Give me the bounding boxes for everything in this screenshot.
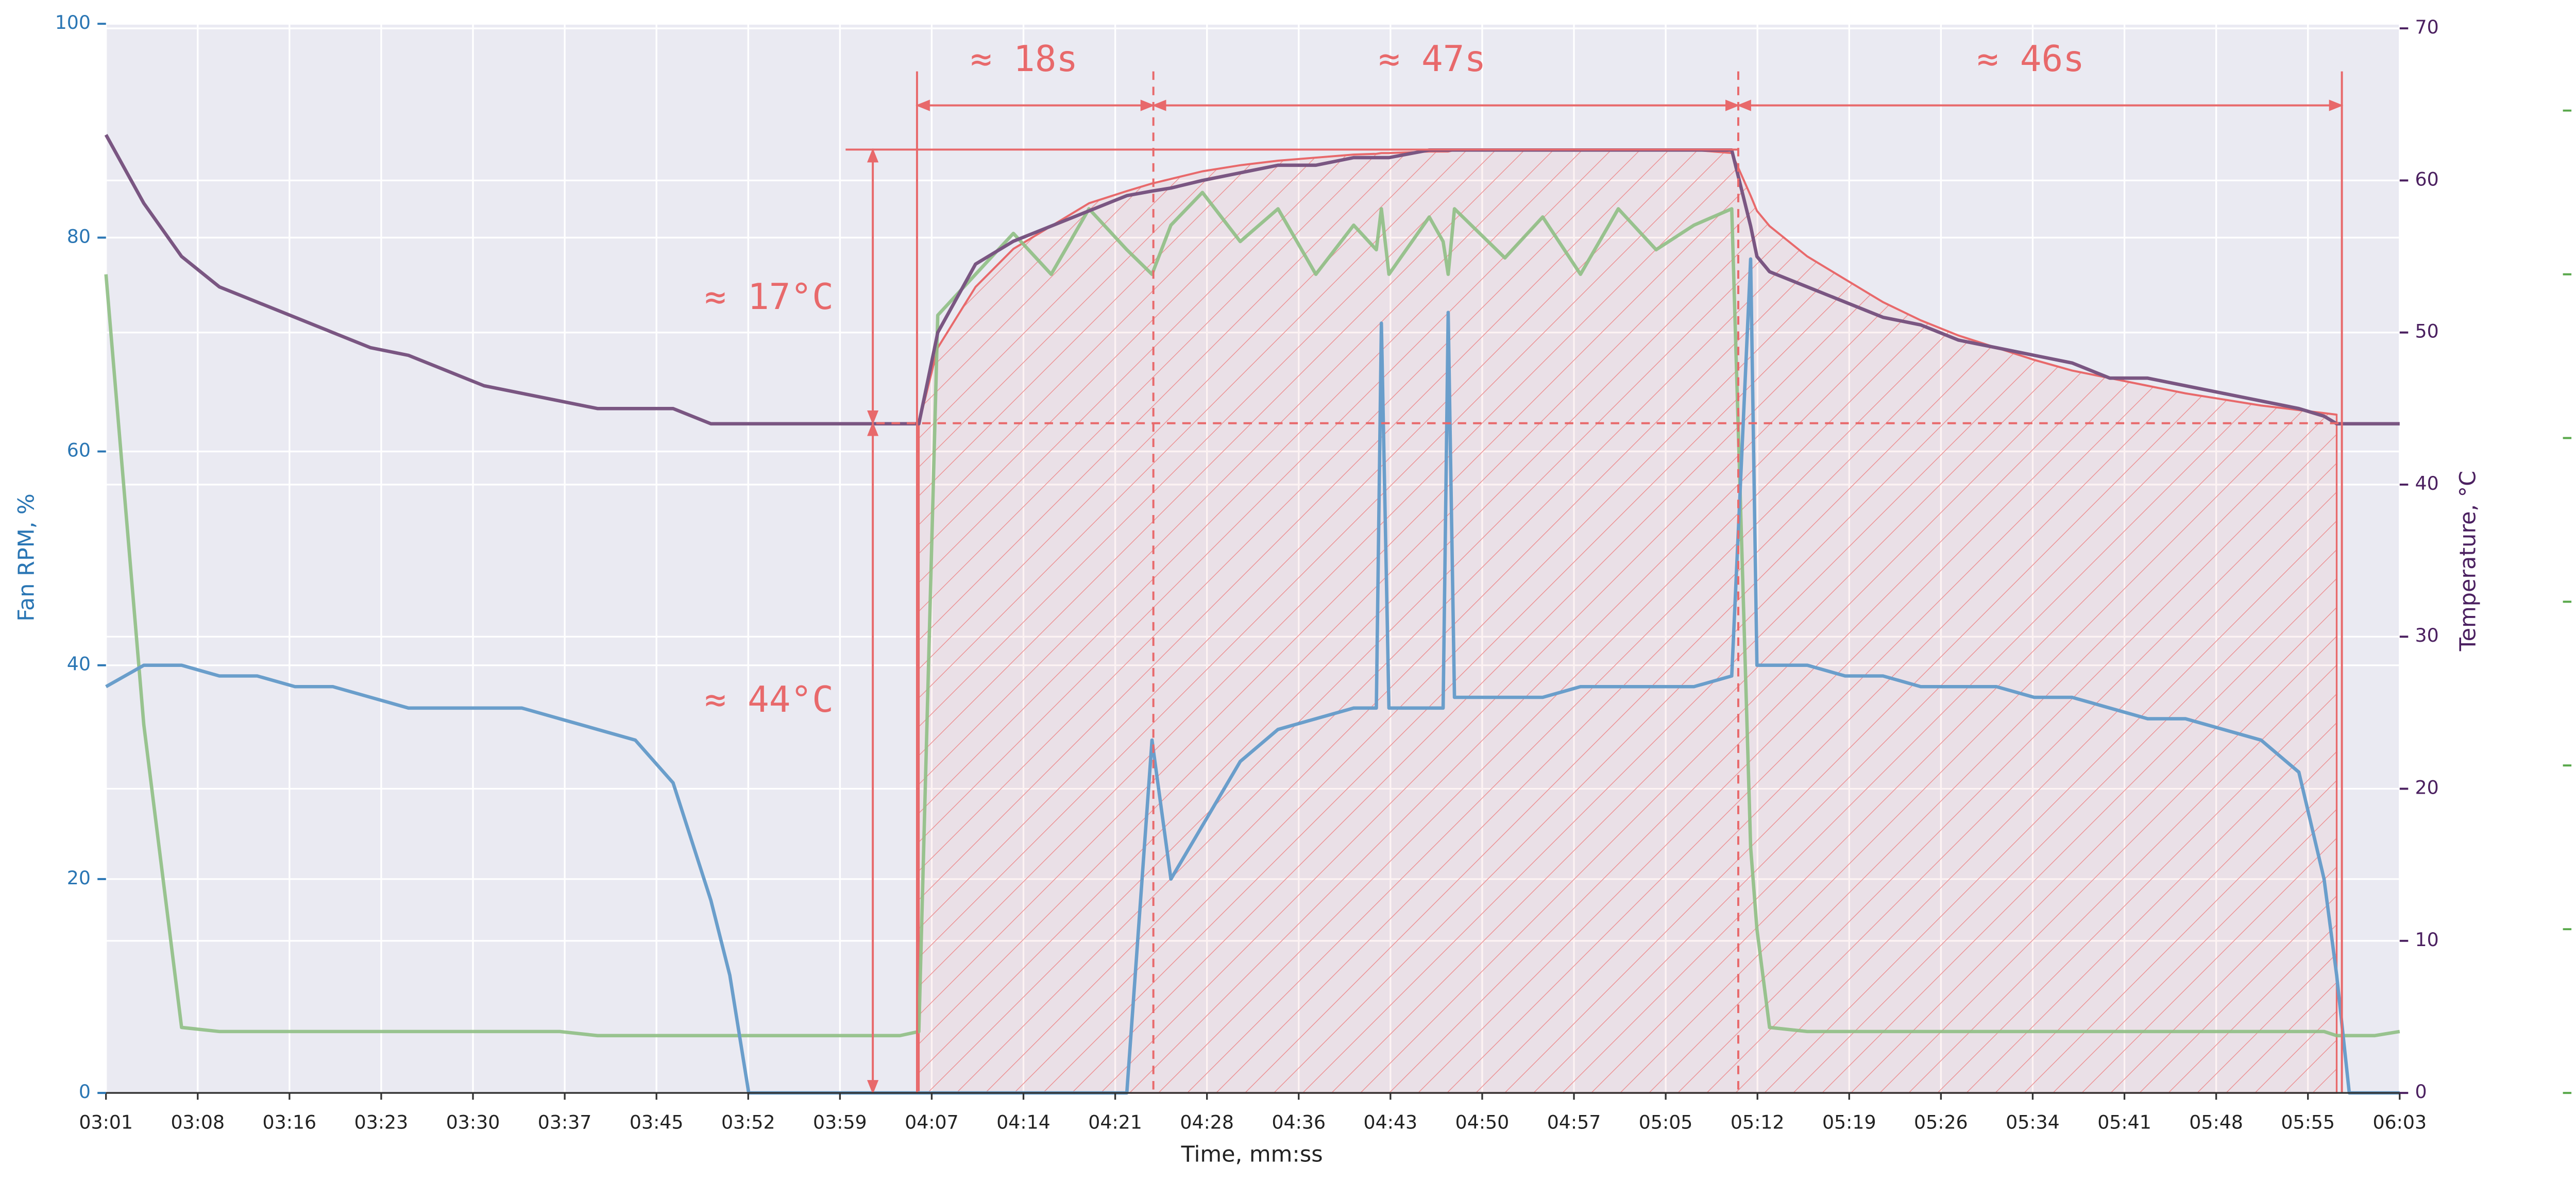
- x-tick-label: 04:14: [996, 1111, 1050, 1133]
- y-tick-label: 80: [67, 225, 91, 247]
- y-tick-label: 0: [79, 1081, 91, 1103]
- x-tick-label: 03:23: [354, 1111, 409, 1133]
- y-tick-label: 30: [2415, 624, 2438, 646]
- series-line: [104, 191, 2400, 1038]
- x-tick-label: 03:01: [79, 1111, 133, 1133]
- x-tick-label: 05:55: [2281, 1111, 2335, 1133]
- y-tick-label: 70: [2415, 16, 2438, 38]
- annotation: ≈ 44°C: [705, 679, 834, 721]
- x-axis-label: Time, mm:ss: [1181, 1142, 1323, 1168]
- x-tick-label: 06:03: [2372, 1111, 2427, 1133]
- x-tick-label: 05:48: [2189, 1111, 2243, 1133]
- annotation: ≈ 47s: [1379, 39, 1486, 80]
- y2-axis-label: Temperature, °C: [2455, 471, 2481, 651]
- y-tick-label: 60: [67, 439, 91, 461]
- x-tick-label: 04:50: [1455, 1111, 1510, 1133]
- series-line: [105, 257, 2400, 1095]
- x-tick-label: 04:28: [1180, 1111, 1234, 1133]
- y-tick-label: 0: [2415, 1081, 2427, 1103]
- x-tick-label: 05:19: [1822, 1111, 1876, 1133]
- y-tick-label: 40: [2415, 472, 2438, 494]
- x-tick-label: 03:59: [813, 1111, 867, 1133]
- x-tick-label: 03:16: [263, 1111, 317, 1133]
- x-tick-label: 05:34: [2006, 1111, 2060, 1133]
- x-tick-label: 03:37: [538, 1111, 592, 1133]
- marks: [104, 134, 2400, 1095]
- x-tick-label: 03:52: [721, 1111, 775, 1133]
- annotation: ≈ 17°C: [705, 277, 834, 318]
- annotation: ≈ 46s: [1977, 39, 2084, 80]
- y-tick-label: 50: [2415, 320, 2438, 342]
- y-tick-label: 20: [67, 867, 91, 889]
- y-tick-label: 10: [2415, 929, 2438, 951]
- x-tick-label: 04:21: [1088, 1111, 1142, 1133]
- annotation: ≈ 18s: [971, 39, 1078, 80]
- x-tick-label: 05:26: [1914, 1111, 1968, 1133]
- series-line: [104, 134, 2400, 426]
- y-tick-label: 40: [67, 653, 91, 675]
- x-tick-label: 03:45: [630, 1111, 684, 1133]
- x-tick-label: 04:07: [905, 1111, 959, 1133]
- y-axis-label: Fan RPM, %: [13, 493, 39, 622]
- x-tick-label: 03:30: [446, 1111, 500, 1133]
- annotation-lines: [845, 71, 2344, 1094]
- x-tick-label: 05:05: [1639, 1111, 1693, 1133]
- y-tick-label: 100: [55, 11, 91, 33]
- x-tick-label: 04:43: [1364, 1111, 1418, 1133]
- x-tick-label: 04:36: [1272, 1111, 1326, 1133]
- x-tick-label: 03:08: [171, 1111, 225, 1133]
- x-tick-label: 04:57: [1547, 1111, 1601, 1133]
- y-tick-label: 60: [2415, 168, 2438, 190]
- x-tick-label: 05:12: [1731, 1111, 1785, 1133]
- y-tick-label: 20: [2415, 777, 2438, 799]
- x-tick-label: 05:41: [2097, 1111, 2151, 1133]
